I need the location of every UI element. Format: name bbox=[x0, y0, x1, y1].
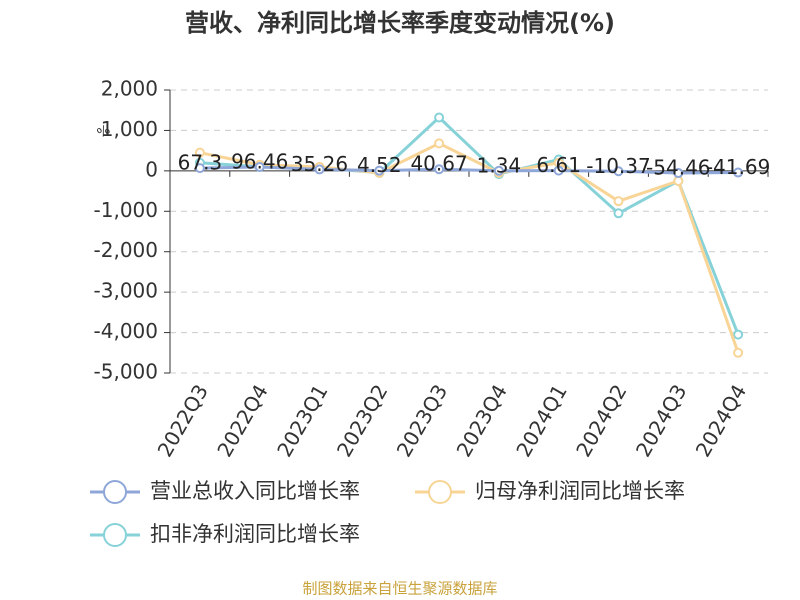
x-tick-label: 2023Q3 bbox=[392, 380, 452, 461]
data-point bbox=[194, 163, 205, 174]
data-point bbox=[254, 161, 265, 172]
x-tick-label: 2023Q2 bbox=[332, 380, 392, 461]
data-point bbox=[613, 196, 624, 207]
legend-item: 营业总收入同比增长率 bbox=[90, 479, 360, 504]
legend-marker bbox=[428, 480, 452, 504]
y-tick-label: -1,000 bbox=[94, 198, 158, 222]
data-label: 6.61 bbox=[536, 153, 581, 177]
data-point bbox=[613, 208, 624, 219]
x-tick-label: 2022Q3 bbox=[153, 380, 213, 461]
x-tick-label: 2024Q3 bbox=[631, 380, 691, 461]
legend-marker bbox=[103, 480, 127, 504]
y-tick-label: -5,000 bbox=[94, 360, 158, 384]
data-point bbox=[194, 147, 205, 158]
series-line bbox=[199, 141, 740, 354]
data-point bbox=[673, 168, 684, 179]
data-point bbox=[314, 164, 325, 175]
data-label: -10.37 bbox=[586, 154, 650, 178]
data-label: 1.34 bbox=[477, 153, 522, 177]
y-tick-label: -3,000 bbox=[94, 279, 158, 303]
chart-title: 营收、净利同比增长率季度变动情况(%) bbox=[185, 9, 615, 37]
data-label: 4.52 bbox=[357, 153, 402, 177]
data-label: 96.46 bbox=[231, 149, 288, 173]
data-point bbox=[434, 164, 445, 175]
legend-item: 归母净利润同比增长率 bbox=[415, 479, 685, 504]
y-tick-label: -4,000 bbox=[94, 319, 158, 343]
y-tick-label: 0 bbox=[145, 157, 158, 181]
legend-marker bbox=[103, 523, 127, 547]
data-point bbox=[733, 329, 744, 340]
x-tick-label: 2023Q4 bbox=[452, 380, 512, 461]
data-point bbox=[553, 165, 564, 176]
data-point bbox=[374, 165, 385, 176]
data-point bbox=[613, 166, 624, 177]
x-tick-label: 2024Q1 bbox=[511, 380, 571, 461]
data-point bbox=[493, 165, 504, 176]
x-tick-label: 2022Q4 bbox=[212, 380, 272, 461]
data-point bbox=[434, 112, 445, 123]
legend-label: 扣非净利润同比增长率 bbox=[150, 522, 360, 546]
y-tick-label: 2,000 bbox=[101, 77, 158, 101]
data-label: -41.69 bbox=[706, 155, 770, 179]
x-tick-label: 2024Q2 bbox=[571, 380, 631, 461]
legend-item: 扣非净利润同比增长率 bbox=[90, 522, 360, 547]
data-point bbox=[733, 167, 744, 178]
y-tick-label: 1,000 bbox=[101, 117, 158, 141]
y-tick-label: -2,000 bbox=[94, 238, 158, 262]
x-tick-label: 2023Q1 bbox=[272, 380, 332, 461]
data-label: 35.26 bbox=[291, 152, 348, 176]
legend-label: 营业总收入同比增长率 bbox=[150, 479, 360, 503]
series-line bbox=[199, 165, 739, 175]
data-label: 40.67 bbox=[410, 152, 467, 176]
source-note: 制图数据来自恒生聚源数据库 bbox=[302, 580, 497, 598]
data-label: -54.46 bbox=[646, 156, 710, 180]
data-point bbox=[733, 347, 744, 358]
x-tick-label: 2024Q4 bbox=[691, 380, 751, 461]
data-label: 67.3 bbox=[178, 151, 223, 175]
data-point bbox=[434, 138, 445, 149]
legend-label: 归母净利润同比增长率 bbox=[475, 479, 685, 503]
